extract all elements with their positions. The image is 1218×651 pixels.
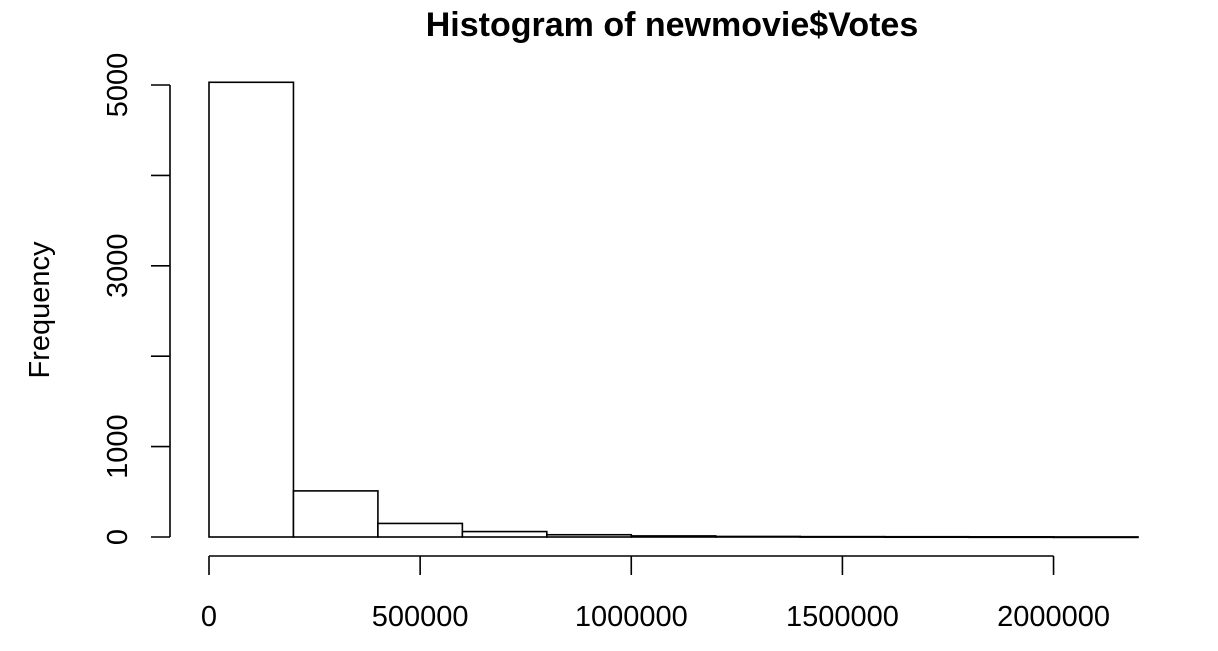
y-axis-label: Frequency xyxy=(24,241,56,379)
histogram-bar-0 xyxy=(208,81,295,538)
x-tick-label-3: 1500000 xyxy=(786,601,899,633)
y-tick-label-0: 0 xyxy=(102,529,134,545)
chart-title: Histogram of newmovie$Votes xyxy=(426,6,919,44)
x-tick-label-1: 500000 xyxy=(372,601,469,633)
histogram-bar-6 xyxy=(714,535,801,538)
histogram-bar-10 xyxy=(1052,536,1139,539)
histogram-bar-9 xyxy=(968,536,1055,539)
histogram-bar-3 xyxy=(461,530,548,538)
bars-group xyxy=(208,81,1139,539)
histogram-bar-1 xyxy=(292,490,379,538)
x-tick-label-4: 2000000 xyxy=(997,601,1110,633)
histogram-bar-5 xyxy=(630,535,717,538)
histogram-bar-8 xyxy=(883,535,970,539)
histogram-bar-7 xyxy=(799,535,886,538)
x-tick-label-2: 1000000 xyxy=(575,601,688,633)
y-axis: 0 1000 3000 5000 xyxy=(102,53,171,545)
y-tick-label-1: 1000 xyxy=(102,414,134,479)
histogram-bar-2 xyxy=(377,522,464,538)
y-tick-label-5: 5000 xyxy=(102,53,134,118)
x-axis: 0 500000 1000000 1500000 2000000 xyxy=(201,555,1110,633)
x-tick-label-0: 0 xyxy=(201,601,217,633)
y-tick-label-3: 3000 xyxy=(102,234,134,299)
histogram-bar-4 xyxy=(546,533,633,538)
